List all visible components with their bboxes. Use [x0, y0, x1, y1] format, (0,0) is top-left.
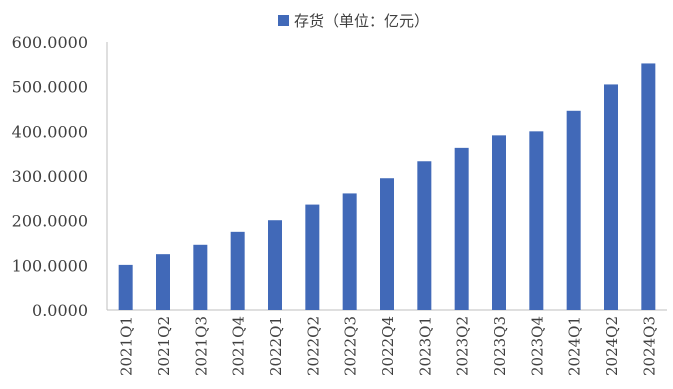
x-tick-label: 2023Q4: [528, 316, 546, 376]
y-tick-label: 100.0000: [12, 256, 88, 275]
bar: [417, 161, 432, 310]
x-tick-label: 2021Q4: [230, 316, 248, 376]
bar: [268, 220, 282, 310]
x-tick-label: 2023Q1: [416, 316, 434, 376]
y-tick-label: 500.0000: [12, 78, 88, 97]
x-tick-label: 2021Q2: [155, 316, 173, 376]
y-tick-label: 0.0000: [32, 301, 88, 320]
x-tick-label: 2024Q1: [566, 316, 584, 376]
y-tick-label: 200.0000: [12, 212, 88, 231]
y-tick-label: 400.0000: [12, 122, 88, 141]
bar: [492, 135, 506, 310]
x-tick-label: 2021Q3: [192, 316, 210, 376]
y-tick-label: 300.0000: [12, 167, 88, 186]
bar: [380, 178, 394, 310]
y-tick-label: 600.0000: [12, 33, 88, 52]
legend-label: 存货（单位：亿元）: [294, 12, 430, 30]
bar: [342, 193, 357, 310]
legend: 存货（单位：亿元）: [278, 10, 429, 31]
x-tick-label: 2023Q3: [491, 316, 509, 376]
bar: [641, 63, 656, 310]
x-tick-label: 2022Q3: [342, 316, 360, 376]
bar: [118, 264, 133, 310]
bar: [454, 147, 469, 310]
bar: [193, 244, 208, 310]
x-tick-label: 2022Q1: [267, 316, 285, 376]
bar: [566, 110, 581, 310]
x-tick-label: 2023Q2: [454, 316, 472, 376]
x-tick-label: 2022Q4: [379, 316, 397, 376]
bar: [305, 204, 320, 310]
bar: [230, 231, 245, 310]
bar: [529, 131, 544, 310]
x-tick-label: 2022Q2: [304, 316, 322, 376]
bar: [156, 254, 170, 310]
x-tick-label: 2021Q1: [118, 316, 136, 376]
bar: [604, 84, 618, 310]
x-tick-label: 2024Q3: [640, 316, 658, 376]
x-tick-label: 2024Q2: [603, 316, 621, 376]
legend-swatch: [278, 15, 289, 26]
